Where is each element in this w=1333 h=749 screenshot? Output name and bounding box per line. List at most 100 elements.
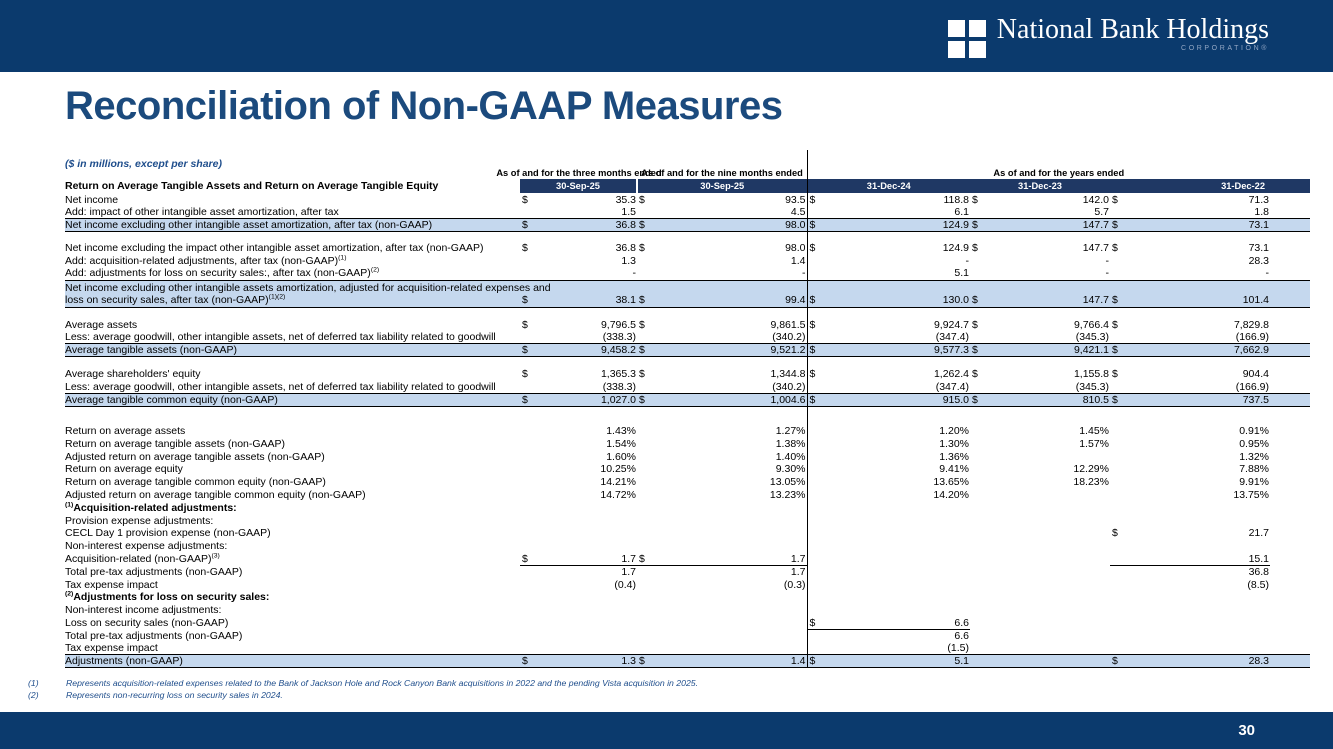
cell-value: 0.91% <box>1239 425 1269 438</box>
cell-value: 1.4 <box>790 255 806 268</box>
currency-symbol <box>637 424 663 437</box>
row-pad <box>1270 463 1310 476</box>
cell-value <box>542 591 637 604</box>
row-label: Non-interest income adjustments: <box>65 604 222 617</box>
cell-value <box>1008 552 1110 565</box>
table-row: Non-interest expense adjustments: <box>65 539 1310 553</box>
cell-value: 9.41% <box>939 463 969 476</box>
row-label: Tax expense impact <box>65 642 158 655</box>
cell-value: (345.3) <box>1075 380 1109 393</box>
currency-symbol: $ <box>637 552 663 566</box>
cell-value: 10.25% <box>600 463 636 476</box>
currency-symbol <box>1110 463 1134 476</box>
currency-symbol <box>1110 307 1134 318</box>
currency-symbol <box>520 527 542 540</box>
cell-value: 9,421.1 <box>1008 343 1110 358</box>
cell-value <box>1134 514 1270 527</box>
cell-value: 101.4 <box>1134 279 1270 308</box>
row-pad <box>1270 343 1311 358</box>
currency-symbol <box>970 424 1008 437</box>
table-row: Adjusted return on average tangible comm… <box>65 488 1310 502</box>
cell-value <box>663 642 807 655</box>
currency-symbol <box>1110 331 1134 344</box>
logo-square <box>947 40 965 58</box>
currency-symbol <box>806 475 831 489</box>
cell-value: 810.5 <box>1008 392 1110 407</box>
column-date-header: 30-Sep-25 <box>520 179 637 193</box>
currency-symbol <box>637 381 663 394</box>
currency-symbol <box>637 540 663 553</box>
footnote-number: (1) <box>28 678 39 689</box>
row-pad <box>1270 357 1310 368</box>
column-group-header: As of and for the nine months ended <box>637 150 807 179</box>
table-row: Return on average assets 1.43% 1.27% 1.20% 1… <box>65 424 1310 438</box>
currency-symbol <box>637 267 663 280</box>
cell-value <box>1134 540 1270 553</box>
row-pad <box>1270 254 1310 267</box>
table-row: Non-interest income adjustments: <box>65 603 1310 617</box>
footnotes: (1) Represents acquisition-related expens… <box>28 678 1333 701</box>
currency-symbol: $ <box>520 552 542 566</box>
cell-value: 0.95% <box>1239 437 1269 450</box>
cell-value <box>663 540 807 553</box>
cell-value: 1.45% <box>1079 425 1109 438</box>
currency-symbol: $ <box>806 343 831 358</box>
currency-symbol <box>970 527 1008 540</box>
cell-value: 71.3 <box>1248 193 1269 206</box>
cell-value: 1.20% <box>939 425 969 438</box>
row-pad <box>1270 616 1310 629</box>
row-label: Add: acquisition-related adjustments, af… <box>65 254 347 268</box>
currency-symbol: $ <box>520 279 542 308</box>
cell-value: 9,458.2 <box>542 343 637 358</box>
row-pad <box>1270 331 1310 344</box>
currency-symbol <box>637 578 663 591</box>
currency-symbol: $ <box>637 279 663 308</box>
currency-symbol: $ <box>806 218 831 233</box>
cell-value: 5.1 <box>831 654 970 669</box>
currency-symbol <box>1110 406 1134 424</box>
currency-symbol <box>970 450 1008 463</box>
currency-symbol <box>1110 450 1134 463</box>
currency-symbol <box>806 577 831 591</box>
cell-value: 98.0 <box>663 218 807 233</box>
currency-symbol <box>637 406 663 424</box>
row-label: CECL Day 1 provision expense (non-GAAP) <box>65 527 271 540</box>
currency-symbol <box>637 591 663 604</box>
currency-symbol <box>1110 206 1134 219</box>
row-label: Average tangible assets (non-GAAP) <box>65 343 520 358</box>
cell-value: 1.30% <box>939 437 969 450</box>
table-row: Net income $35.3 $93.5 $118.8 $142.0 $71.3 <box>65 193 1310 206</box>
currency-symbol: $ <box>1112 242 1118 255</box>
cell-value <box>663 514 807 527</box>
table-body: Net income $35.3 $93.5 $118.8 $142.0 $71.3 Add… <box>65 193 1311 669</box>
currency-symbol <box>520 642 542 655</box>
row-pad <box>1270 424 1310 437</box>
table-row: Loss on security sales (non-GAAP) $6.6 <box>65 616 1310 630</box>
cell-value: 36.8 <box>615 242 636 255</box>
currency-symbol: $ <box>522 368 528 381</box>
cell-value: 1,344.8 <box>770 368 806 381</box>
row-pad <box>1270 501 1310 514</box>
row-pad <box>1270 527 1310 540</box>
cell-value <box>542 501 637 514</box>
currency-symbol <box>806 513 831 527</box>
cell-value <box>1008 232 1110 242</box>
currency-symbol <box>637 232 663 242</box>
row-pad <box>1270 368 1310 381</box>
header-group-row: ($ in millions, except per share) As of a… <box>65 150 1311 179</box>
cell-value: 9,861.5 <box>770 318 806 331</box>
row-label: Return on average tangible common equity… <box>65 476 326 489</box>
cell-value <box>831 578 970 591</box>
cell-value <box>542 604 637 617</box>
cell-value: 73.1 <box>1248 242 1269 255</box>
currency-symbol <box>1110 381 1134 394</box>
cell-value: 1.54% <box>606 437 636 450</box>
cell-value: 1.36% <box>939 450 969 463</box>
table-container: ($ in millions, except per share) As of a… <box>65 150 1333 669</box>
currency-symbol: $ <box>1110 392 1134 407</box>
currency-symbol <box>1110 540 1134 553</box>
cell-value: 28.3 <box>1248 255 1269 268</box>
cell-value <box>542 642 637 655</box>
cell-value <box>663 604 807 617</box>
table-row: Return on average tangible assets (non-G… <box>65 437 1310 450</box>
